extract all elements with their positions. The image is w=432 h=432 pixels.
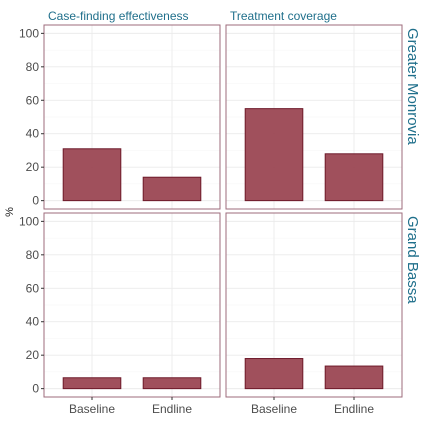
y-tick-label: 0 — [32, 194, 39, 208]
y-tick-label: 0 — [32, 382, 39, 396]
strip-label-treatment-coverage: Treatment coverage — [230, 9, 337, 23]
bar-grand-bassa-case-finding-effectiveness-endline — [142, 377, 202, 390]
y-tick-label: 60 — [26, 281, 40, 295]
y-tick-label: 100 — [19, 26, 39, 40]
y-tick-label: 80 — [26, 60, 40, 74]
x-tick-label-endline: Endline — [152, 402, 192, 416]
y-tick-label: 60 — [26, 93, 40, 107]
x-tick-label-baseline: Baseline — [69, 402, 115, 416]
panel-greater-monrovia-case-finding-effectiveness: 0 20 40 60 80 100 — [19, 24, 221, 210]
y-tick-label: 100 — [19, 214, 39, 228]
y-tick-label: 40 — [26, 315, 40, 329]
bar-greater-monrovia-case-finding-effectiveness-endline — [142, 176, 202, 202]
bar-grand-bassa-treatment-coverage-endline — [324, 365, 384, 390]
y-axis-title: % — [4, 207, 16, 217]
panel-greater-monrovia-treatment-coverage-border — [225, 24, 403, 210]
strip-label-case-finding-effectiveness: Case-finding effectiveness — [48, 9, 189, 23]
bar-grand-bassa-treatment-coverage-baseline — [244, 358, 304, 390]
y-tick-label: 20 — [26, 160, 40, 174]
panel-greater-monrovia-treatment-coverage — [225, 24, 403, 210]
strip-label-greater-monrovia: Greater Monrovia — [404, 28, 421, 145]
bar-greater-monrovia-case-finding-effectiveness-baseline — [62, 148, 122, 202]
y-tick-label: 20 — [26, 348, 40, 362]
panel-grand-bassa-treatment-coverage: Baseline Endline — [225, 212, 403, 416]
panel-grand-bassa-case-finding-effectiveness-border — [43, 212, 221, 398]
y-tick-label: 80 — [26, 248, 40, 262]
bar-grand-bassa-case-finding-effectiveness-baseline — [62, 377, 122, 390]
bar-greater-monrovia-treatment-coverage-endline — [324, 153, 384, 202]
y-tick-label: 40 — [26, 127, 40, 141]
panel-grand-bassa-case-finding-effectiveness: 0 20 40 60 80 100 Baseline Endline — [19, 212, 221, 416]
x-tick-label-endline: Endline — [334, 402, 374, 416]
strip-label-grand-bassa: Grand Bassa — [404, 216, 421, 304]
panel-greater-monrovia-case-finding-effectiveness-border — [43, 24, 221, 210]
panel-grand-bassa-treatment-coverage-border — [225, 212, 403, 398]
x-tick-label-baseline: Baseline — [251, 402, 297, 416]
bar-greater-monrovia-treatment-coverage-baseline — [244, 108, 304, 202]
